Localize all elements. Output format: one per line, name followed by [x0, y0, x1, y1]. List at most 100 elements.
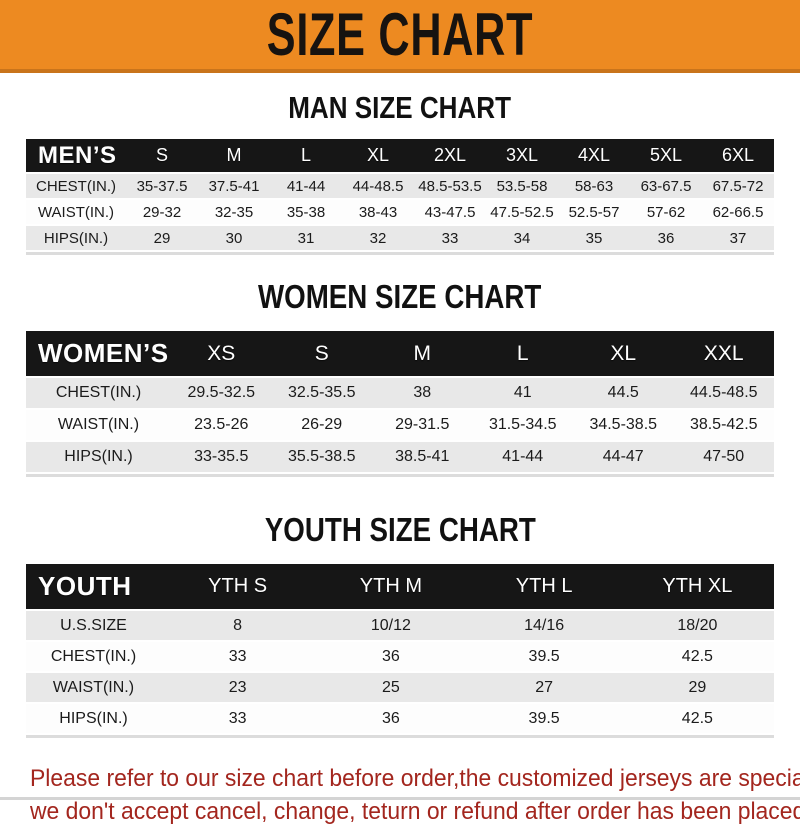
- size-value-cell: 53.5-58: [486, 174, 558, 198]
- measure-row-label: WAIST(IN.): [26, 410, 171, 440]
- size-value-cell: 31: [270, 226, 342, 250]
- size-value-cell: 47-50: [673, 442, 774, 472]
- size-column-header: L: [472, 331, 573, 376]
- size-value-cell: 37: [702, 226, 774, 250]
- size-column-header: XL: [573, 331, 674, 376]
- youth-size-table: YOUTH YTH S YTH M YTH L YTH XL U.S.SIZE 8 10/12…: [26, 562, 774, 738]
- size-value-cell: 23: [161, 673, 315, 702]
- measure-row-label: WAIST(IN.): [26, 200, 126, 224]
- size-value-cell: 35.5-38.5: [271, 442, 372, 472]
- size-value-cell: 38.5-41: [372, 442, 473, 472]
- size-column-header: S: [271, 331, 372, 376]
- size-value-cell: 44-48.5: [342, 174, 414, 198]
- banner-title: SIZE CHART: [266, 1, 534, 68]
- size-value-cell: 33-35.5: [171, 442, 272, 472]
- size-value-cell: 29.5-32.5: [171, 378, 272, 408]
- size-column-header: 5XL: [630, 139, 702, 172]
- size-value-cell: 38.5-42.5: [673, 410, 774, 440]
- header-row: YOUTH YTH S YTH M YTH L YTH XL: [26, 564, 774, 609]
- size-value-cell: 33: [161, 642, 315, 671]
- size-value-cell: 58-63: [558, 174, 630, 198]
- measure-row-label: CHEST(IN.): [26, 378, 171, 408]
- size-value-cell: 36: [314, 642, 468, 671]
- size-chart-sections: MAN SIZE CHART MEN’S S M L XL 2XL 3XL 4XL 5XL 6XL C…: [0, 90, 800, 738]
- size-value-cell: 42.5: [620, 642, 774, 671]
- size-value-cell: 25: [314, 673, 468, 702]
- size-value-cell: 44-47: [573, 442, 674, 472]
- size-value-cell: 43-47.5: [414, 200, 486, 224]
- size-value-cell: 8: [161, 611, 315, 640]
- size-value-cell: 14/16: [467, 611, 621, 640]
- table-corner-label: MEN’S: [26, 139, 126, 172]
- measurement-row: WAIST(IN.) 23.5-26 26-29 29-31.5 31.5-34.5 34…: [26, 410, 774, 440]
- size-column-header: 3XL: [486, 139, 558, 172]
- measure-row-label: WAIST(IN.): [26, 673, 161, 702]
- size-value-cell: 33: [414, 226, 486, 250]
- size-value-cell: 36: [314, 704, 468, 733]
- measurement-row: HIPS(IN.) 33 36 39.5 42.5: [26, 704, 774, 733]
- size-column-header: YTH M: [314, 564, 468, 609]
- size-value-cell: 34.5-38.5: [573, 410, 674, 440]
- size-value-cell: 67.5-72: [702, 174, 774, 198]
- size-column-header: YTH XL: [620, 564, 774, 609]
- header-row: WOMEN’S XS S M L XL XXL: [26, 331, 774, 376]
- size-value-cell: 38: [372, 378, 473, 408]
- measurement-row: CHEST(IN.) 29.5-32.5 32.5-35.5 38 41 44.5 44.5…: [26, 378, 774, 408]
- section-heading-text: WOMEN SIZE CHART: [258, 278, 542, 315]
- size-column-header: M: [198, 139, 270, 172]
- size-value-cell: 30: [198, 226, 270, 250]
- size-value-cell: 32-35: [198, 200, 270, 224]
- size-value-cell: 31.5-34.5: [472, 410, 573, 440]
- measurement-row: HIPS(IN.) 33-35.5 35.5-38.5 38.5-41 41-44 44-…: [26, 442, 774, 472]
- size-value-cell: 18/20: [620, 611, 774, 640]
- size-value-cell: 32: [342, 226, 414, 250]
- size-column-header: YTH L: [467, 564, 621, 609]
- measurement-row: WAIST(IN.) 23 25 27 29: [26, 673, 774, 702]
- size-value-cell: 39.5: [467, 704, 621, 733]
- size-value-cell: 29: [126, 226, 198, 250]
- size-column-header: 2XL: [414, 139, 486, 172]
- measure-row-label: U.S.SIZE: [26, 611, 161, 640]
- size-value-cell: 57-62: [630, 200, 702, 224]
- size-value-cell: 48.5-53.5: [414, 174, 486, 198]
- size-value-cell: 41: [472, 378, 573, 408]
- disclaimer-line-1: Please refer to our size chart before or…: [30, 765, 800, 792]
- size-column-header: L: [270, 139, 342, 172]
- size-value-cell: 42.5: [620, 704, 774, 733]
- size-value-cell: 41-44: [270, 174, 342, 198]
- measurement-row: U.S.SIZE 8 10/12 14/16 18/20: [26, 611, 774, 640]
- size-value-cell: 35-38: [270, 200, 342, 224]
- women-size-table: WOMEN’S XS S M L XL XXL CHEST(IN.) 29.5-32.5 32.5…: [26, 329, 774, 477]
- size-value-cell: 37.5-41: [198, 174, 270, 198]
- size-value-cell: 52.5-57: [558, 200, 630, 224]
- size-value-cell: 35-37.5: [126, 174, 198, 198]
- section-heading-text: YOUTH SIZE CHART: [264, 511, 536, 548]
- size-column-header: M: [372, 331, 473, 376]
- size-value-cell: 33: [161, 704, 315, 733]
- size-value-cell: 29-31.5: [372, 410, 473, 440]
- table-corner-label: WOMEN’S: [26, 331, 171, 376]
- size-value-cell: 63-67.5: [630, 174, 702, 198]
- bottom-divider: [0, 797, 800, 800]
- measure-row-label: HIPS(IN.): [26, 704, 161, 733]
- size-value-cell: 36: [630, 226, 702, 250]
- size-column-header: XL: [342, 139, 414, 172]
- size-chart-banner: SIZE CHART: [0, 0, 800, 73]
- table-corner-label: YOUTH: [26, 564, 161, 609]
- size-value-cell: 23.5-26: [171, 410, 272, 440]
- size-value-cell: 10/12: [314, 611, 468, 640]
- measure-row-label: CHEST(IN.): [26, 642, 161, 671]
- disclaimer: Please refer to our size chart before or…: [30, 762, 800, 828]
- size-column-header: XXL: [673, 331, 774, 376]
- size-column-header: 4XL: [558, 139, 630, 172]
- size-column-header: YTH S: [161, 564, 315, 609]
- section-heading-women: WOMEN SIZE CHART: [0, 278, 800, 316]
- size-value-cell: 29-32: [126, 200, 198, 224]
- size-column-header: 6XL: [702, 139, 774, 172]
- size-value-cell: 35: [558, 226, 630, 250]
- section-heading-text: MAN SIZE CHART: [288, 90, 512, 125]
- size-value-cell: 39.5: [467, 642, 621, 671]
- size-column-header: S: [126, 139, 198, 172]
- measure-row-label: CHEST(IN.): [26, 174, 126, 198]
- size-value-cell: 38-43: [342, 200, 414, 224]
